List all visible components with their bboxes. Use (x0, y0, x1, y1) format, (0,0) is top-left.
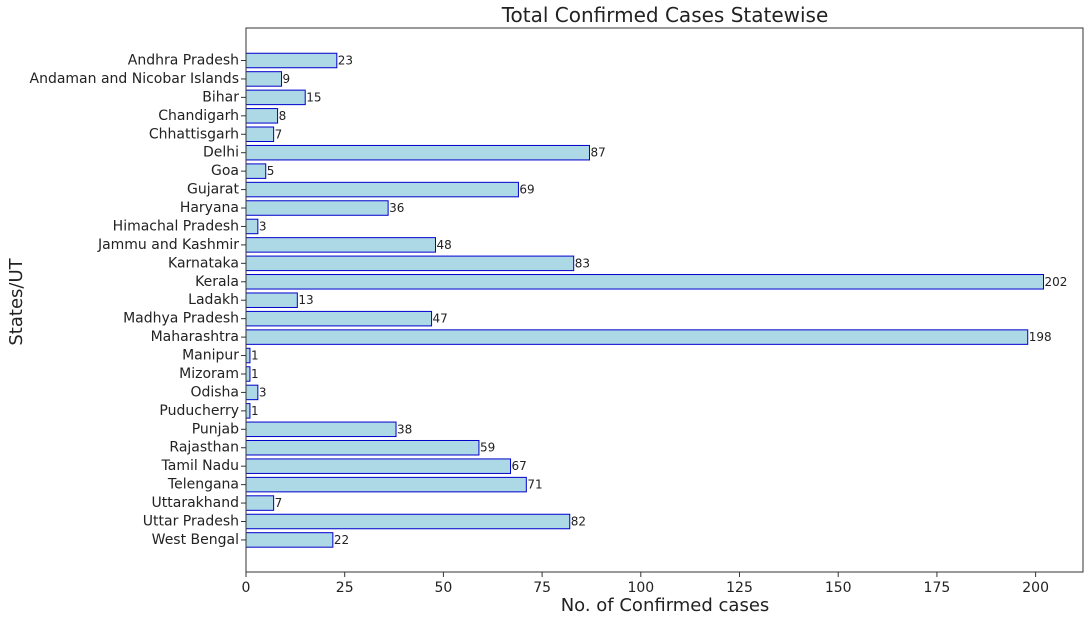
x-tick-label: 150 (825, 580, 852, 596)
data-label: 3 (259, 385, 267, 399)
category-label: Chandigarh (158, 108, 239, 124)
bar (245, 310, 433, 327)
data-label: 7 (275, 496, 283, 510)
category-label: Madhya Pradesh (123, 311, 239, 327)
data-label: 3 (259, 219, 267, 233)
data-label: 9 (283, 72, 291, 86)
data-label: 38 (397, 422, 412, 436)
bar (245, 126, 275, 143)
bar (245, 476, 527, 493)
bar (245, 292, 298, 308)
bar (245, 274, 1045, 290)
bar (245, 513, 571, 530)
x-tick-label: 0 (242, 580, 251, 596)
bar (245, 52, 338, 69)
bar (245, 255, 575, 272)
category-label: Maharashtra (151, 329, 239, 345)
x-tick-label: 50 (434, 580, 452, 596)
bar (245, 329, 1029, 345)
x-axis: 0 25 50 75 100 125 150 175 200 (242, 572, 1049, 596)
chart-title: Total Confirmed Cases Statewise (501, 3, 829, 27)
x-tick-label: 25 (336, 580, 354, 596)
bar (245, 439, 480, 456)
bar (245, 495, 275, 511)
data-label: 5 (267, 164, 275, 178)
data-label: 83 (575, 256, 590, 270)
bar (245, 71, 283, 87)
data-label: 15 (306, 90, 321, 104)
bar (245, 403, 251, 419)
category-label: Delhi (203, 145, 239, 161)
category-label: Himachal Pradesh (113, 218, 239, 234)
bar (245, 218, 259, 235)
bar (245, 384, 259, 401)
y-axis-label: States/UT (6, 257, 27, 345)
bar (245, 200, 389, 216)
category-label: Mizoram (179, 366, 239, 382)
plot-frame (245, 27, 1084, 573)
bar (245, 421, 397, 438)
data-label: 48 (437, 238, 452, 252)
data-label: 7 (275, 127, 283, 141)
x-tick-label: 125 (726, 580, 753, 596)
category-label: Andhra Pradesh (128, 53, 239, 69)
x-axis-label: No. of Confirmed cases (561, 595, 770, 616)
data-label: 1 (251, 367, 259, 381)
category-label: Bihar (202, 89, 239, 105)
bar (245, 108, 279, 124)
category-label: Uttar Pradesh (143, 514, 239, 530)
category-label: Telengana (167, 477, 239, 493)
data-label: 71 (527, 478, 542, 492)
category-label: Karnataka (168, 255, 239, 271)
data-label: 13 (298, 293, 313, 307)
data-label: 67 (512, 459, 527, 473)
category-label: Manipur (182, 348, 239, 364)
bar (245, 366, 251, 382)
x-tick-label: 75 (533, 580, 551, 596)
category-label: Uttarakhand (152, 495, 239, 511)
category-label: Rajasthan (169, 440, 239, 456)
data-label: 69 (519, 183, 534, 197)
data-label: 22 (334, 533, 349, 547)
category-label: Jammu and Kashmir (97, 237, 239, 253)
data-label: 87 (590, 146, 605, 160)
data-label: 1 (251, 349, 259, 363)
category-label: Gujarat (187, 182, 240, 198)
data-label: 1 (251, 404, 259, 418)
category-label: Ladakh (188, 292, 239, 308)
bar (245, 163, 267, 179)
category-label: Tamil Nadu (161, 458, 240, 474)
data-label: 198 (1029, 330, 1052, 344)
data-labels: 2391587875693634883202134719811313859677… (251, 54, 1067, 547)
category-label: Goa (211, 163, 239, 179)
bar (245, 347, 251, 364)
bars-layer (245, 52, 1045, 548)
category-label: Chhattisgarh (149, 126, 239, 142)
data-label: 59 (480, 441, 495, 455)
x-tick-label: 200 (1022, 580, 1049, 596)
category-label: West Bengal (152, 532, 239, 548)
bar (245, 532, 334, 548)
bar (245, 89, 306, 106)
bar (245, 237, 437, 253)
category-label: Andaman and Nicobar Islands (30, 71, 240, 87)
category-label: Kerala (195, 274, 239, 290)
bar (245, 144, 590, 161)
x-tick-label: 100 (627, 580, 654, 596)
data-label: 82 (571, 515, 586, 529)
x-tick-label: 175 (924, 580, 951, 596)
data-label: 202 (1045, 275, 1068, 289)
category-labels: Andhra Pradesh Andaman and Nicobar Island… (30, 53, 246, 548)
data-label: 8 (279, 109, 287, 123)
category-label: Odisha (190, 384, 239, 400)
category-label: Puducherry (159, 403, 239, 419)
category-label: Punjab (192, 421, 239, 437)
data-label: 36 (389, 201, 404, 215)
bar (245, 458, 512, 474)
category-label: Haryana (180, 200, 239, 216)
data-label: 23 (338, 54, 353, 68)
data-label: 47 (433, 312, 448, 326)
bar (245, 181, 519, 198)
